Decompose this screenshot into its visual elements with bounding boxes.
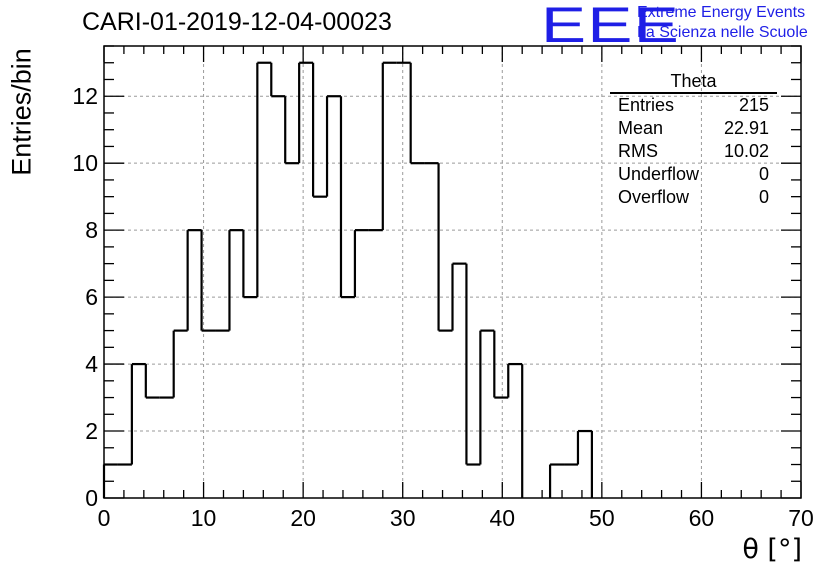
y-tick-label: 6 bbox=[85, 284, 98, 310]
stats-label: Underflow bbox=[618, 164, 700, 184]
stats-row-entries: Entries 215 bbox=[610, 94, 777, 117]
x-axis-label: θ [°] bbox=[742, 534, 802, 565]
y-tick-label: 0 bbox=[85, 485, 98, 511]
stats-row-overflow: Overflow 0 bbox=[610, 186, 777, 209]
y-tick-label: 10 bbox=[72, 150, 98, 176]
logo-line-1: Extreme Energy Events bbox=[637, 4, 806, 21]
stats-value: 10.02 bbox=[723, 141, 769, 161]
x-tick-label: 50 bbox=[589, 505, 615, 531]
stats-row-rms: RMS 10.02 bbox=[610, 140, 777, 163]
stats-title: Theta bbox=[610, 70, 777, 94]
eee-logo-mark: EEE bbox=[541, 0, 681, 53]
x-tick-label: 0 bbox=[98, 505, 111, 531]
y-tick-label: 12 bbox=[72, 83, 98, 109]
stats-value: 0 bbox=[758, 164, 769, 184]
y-tick-label: 4 bbox=[85, 351, 98, 377]
x-tick-label: 10 bbox=[191, 505, 217, 531]
x-tick-label: 30 bbox=[390, 505, 416, 531]
stats-value: 0 bbox=[758, 187, 769, 207]
stats-row-mean: Mean 22.91 bbox=[610, 117, 777, 140]
chart-title: CARI-01-2019-12-04-00023 bbox=[82, 8, 392, 36]
stats-box: Theta Entries 215 Mean 22.91 RMS 10.02 U… bbox=[610, 70, 777, 209]
logo-line-2: La Scienza nelle Scuole bbox=[637, 24, 808, 41]
y-tick-label: 8 bbox=[85, 217, 98, 243]
x-tick-label: 40 bbox=[489, 505, 515, 531]
stats-label: Entries bbox=[618, 95, 675, 115]
plot-frame bbox=[103, 45, 802, 499]
y-tick-label: 2 bbox=[85, 418, 98, 444]
stats-row-underflow: Underflow 0 bbox=[610, 163, 777, 186]
stats-label: RMS bbox=[618, 141, 658, 161]
stats-value: 22.91 bbox=[723, 118, 769, 138]
stats-label: Mean bbox=[618, 118, 664, 138]
y-axis-label: Entries/bin bbox=[6, 48, 37, 176]
x-tick-label: 70 bbox=[788, 505, 814, 531]
stats-label: Overflow bbox=[618, 187, 690, 207]
stats-value: 215 bbox=[738, 95, 769, 115]
x-tick-label: 60 bbox=[689, 505, 715, 531]
x-tick-label: 20 bbox=[290, 505, 316, 531]
